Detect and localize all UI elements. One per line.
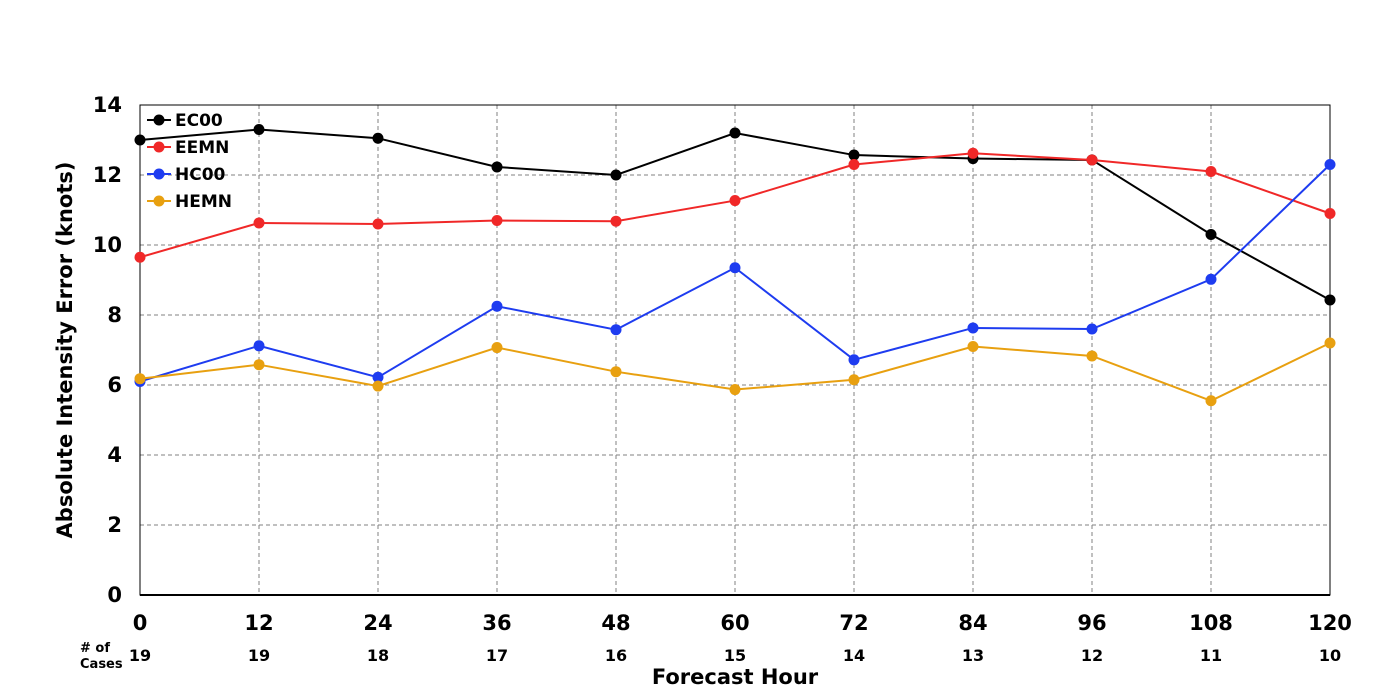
data-point [967, 341, 979, 352]
data-point [491, 300, 503, 312]
x-axis-ticks: 0 12 24 36 48 60 72 84 96 108 120 [133, 611, 1352, 635]
x-tick-label: 12 [244, 611, 273, 635]
data-point [729, 262, 741, 274]
data-point [491, 161, 503, 173]
legend-swatch-marker [153, 168, 165, 180]
y-tick-label: 0 [107, 583, 122, 607]
x-tick-label: 36 [482, 611, 511, 635]
case-count: 13 [962, 646, 984, 665]
data-point [1205, 395, 1217, 407]
data-point [1086, 154, 1098, 166]
data-point [372, 371, 384, 383]
cases-title-line2: Cases [80, 657, 123, 672]
data-point [729, 384, 741, 396]
y-tick-label: 12 [93, 163, 122, 187]
data-point [1205, 273, 1217, 285]
data-point [1324, 159, 1336, 170]
case-count: 16 [605, 646, 627, 665]
x-axis-title: Forecast Hour [652, 665, 819, 689]
case-count: 17 [486, 646, 508, 665]
y-tick-label: 6 [107, 373, 122, 397]
data-point [1205, 166, 1217, 177]
case-count: 19 [129, 646, 151, 665]
y-tick-label: 10 [93, 233, 122, 257]
x-tick-label: 60 [720, 611, 749, 635]
data-point [848, 159, 860, 170]
data-point [134, 134, 146, 146]
data-point [1086, 323, 1098, 335]
case-count: 19 [248, 646, 270, 665]
data-point [491, 215, 503, 226]
case-count: 12 [1081, 646, 1103, 665]
data-point [372, 132, 384, 144]
case-count: 18 [367, 646, 389, 665]
data-point [253, 359, 265, 371]
x-tick-label: 24 [363, 611, 392, 635]
y-tick-label: 14 [93, 93, 122, 117]
legend: EC00 EEMN HC00 HEMN [147, 111, 232, 212]
data-point [967, 322, 979, 334]
y-tick-label: 4 [107, 443, 122, 467]
legend-label: EC00 [175, 111, 223, 131]
data-point [1324, 294, 1336, 306]
data-point [253, 340, 265, 352]
data-point [372, 218, 384, 230]
data-point [610, 169, 622, 181]
legend-label: EEMN [175, 138, 229, 158]
legend-swatch-marker [153, 195, 165, 207]
legend-swatch-marker [153, 114, 165, 126]
x-tick-label: 108 [1189, 611, 1233, 635]
data-point [848, 354, 860, 366]
data-point [729, 127, 741, 139]
data-point [491, 342, 503, 354]
y-axis-title: Absolute Intensity Error (knots) [53, 162, 77, 539]
x-tick-label: 72 [839, 611, 868, 635]
series-lines [134, 124, 1336, 407]
data-point [1086, 350, 1098, 362]
data-point [134, 373, 146, 385]
data-point [848, 374, 860, 386]
data-point [1324, 208, 1336, 219]
data-point [134, 251, 146, 263]
legend-label: HC00 [175, 165, 226, 185]
data-point [848, 149, 860, 161]
case-count: 15 [724, 646, 746, 665]
data-point [1205, 229, 1217, 240]
x-tick-label: 48 [601, 611, 630, 635]
x-tick-label: 84 [958, 611, 987, 635]
x-tick-label: 0 [133, 611, 148, 635]
data-point [253, 217, 265, 229]
data-point [1324, 337, 1336, 349]
legend-label: HEMN [175, 192, 232, 212]
data-point [610, 366, 622, 378]
case-count: 10 [1319, 646, 1341, 665]
cases-row: 19 19 18 17 16 15 14 13 12 11 10 [129, 646, 1341, 665]
y-tick-label: 2 [107, 513, 122, 537]
data-point [729, 195, 741, 207]
data-point [610, 324, 622, 336]
grid [140, 105, 1330, 595]
data-point [372, 380, 384, 392]
data-point [610, 215, 622, 227]
y-axis-ticks: 0 2 4 6 8 10 12 14 [93, 93, 122, 607]
case-count: 11 [1200, 646, 1222, 665]
data-point [967, 147, 979, 159]
case-count: 14 [843, 646, 865, 665]
y-tick-label: 8 [107, 303, 122, 327]
data-point [253, 124, 265, 135]
cases-title-line1: # of [80, 641, 110, 656]
legend-swatch-marker [153, 141, 165, 153]
x-tick-label: 96 [1077, 611, 1106, 635]
x-tick-label: 120 [1308, 611, 1352, 635]
